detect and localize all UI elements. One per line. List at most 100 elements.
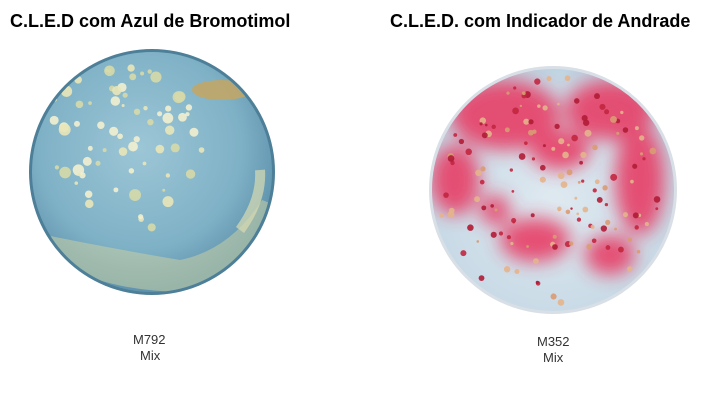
colony bbox=[491, 124, 496, 130]
colony bbox=[162, 196, 174, 208]
colony bbox=[518, 153, 526, 160]
colony bbox=[460, 250, 467, 257]
colony bbox=[524, 141, 528, 146]
colony bbox=[481, 205, 487, 211]
colony bbox=[143, 105, 148, 111]
colony bbox=[59, 166, 71, 179]
colony bbox=[490, 231, 497, 238]
colony bbox=[155, 144, 165, 154]
colony bbox=[644, 222, 649, 227]
colony bbox=[530, 213, 535, 218]
colony bbox=[551, 146, 556, 151]
colony bbox=[599, 103, 606, 110]
sample-label: Mix bbox=[543, 350, 564, 365]
colony bbox=[165, 173, 171, 178]
colony bbox=[95, 160, 101, 166]
colony bbox=[104, 65, 115, 77]
colony bbox=[604, 109, 610, 115]
colony bbox=[618, 246, 624, 253]
colony bbox=[512, 107, 519, 115]
colony bbox=[480, 166, 486, 172]
colony bbox=[630, 179, 634, 184]
colony bbox=[534, 78, 541, 85]
colony bbox=[528, 119, 534, 125]
colony bbox=[519, 104, 523, 108]
sample-code: M352 bbox=[537, 334, 570, 349]
colony bbox=[567, 143, 570, 147]
colony bbox=[481, 132, 488, 139]
colony bbox=[649, 147, 657, 155]
colony bbox=[592, 188, 597, 193]
colony bbox=[138, 214, 144, 220]
colony bbox=[581, 115, 588, 122]
colony bbox=[566, 169, 573, 176]
colony bbox=[479, 122, 483, 126]
colony bbox=[554, 123, 560, 130]
colony bbox=[642, 157, 646, 161]
sample-code: M792 bbox=[133, 332, 166, 347]
colony bbox=[129, 189, 141, 201]
colony bbox=[636, 249, 641, 254]
colony bbox=[129, 73, 137, 81]
colony bbox=[512, 221, 515, 224]
colony bbox=[198, 147, 205, 153]
colony bbox=[614, 227, 617, 231]
colony bbox=[447, 155, 455, 162]
colony bbox=[506, 91, 510, 95]
colony bbox=[570, 207, 573, 210]
colony bbox=[576, 212, 580, 216]
colony bbox=[632, 212, 639, 219]
colony bbox=[537, 104, 541, 108]
colony bbox=[453, 133, 458, 137]
colony bbox=[494, 208, 498, 212]
colony bbox=[653, 196, 661, 203]
colony bbox=[584, 129, 592, 137]
colony bbox=[513, 86, 517, 90]
colony bbox=[147, 223, 156, 232]
colony bbox=[627, 237, 633, 242]
colony bbox=[576, 217, 582, 222]
colony bbox=[558, 138, 565, 145]
colony bbox=[557, 172, 565, 180]
colony bbox=[77, 173, 81, 177]
colony bbox=[655, 207, 659, 211]
colony bbox=[465, 148, 472, 156]
colony bbox=[523, 118, 530, 125]
colony bbox=[510, 241, 514, 246]
colony bbox=[542, 144, 546, 148]
colony bbox=[557, 102, 560, 106]
colony bbox=[511, 190, 515, 193]
colony bbox=[467, 224, 474, 231]
colony bbox=[594, 179, 600, 185]
colony bbox=[594, 93, 600, 100]
colony bbox=[604, 202, 609, 207]
colony bbox=[147, 69, 152, 74]
colony bbox=[73, 120, 80, 127]
colony bbox=[498, 231, 504, 236]
colony bbox=[479, 179, 485, 185]
colony bbox=[117, 133, 123, 140]
colony bbox=[571, 134, 578, 142]
colony bbox=[532, 129, 537, 134]
colony bbox=[140, 71, 145, 76]
colony bbox=[88, 101, 92, 105]
colony bbox=[565, 209, 571, 215]
colony bbox=[128, 141, 138, 152]
colony bbox=[552, 244, 558, 250]
colony bbox=[632, 163, 638, 169]
colony bbox=[511, 217, 517, 224]
colony bbox=[504, 127, 510, 133]
colony bbox=[157, 111, 163, 117]
colony bbox=[128, 168, 135, 174]
colony bbox=[185, 169, 196, 179]
colony bbox=[582, 206, 589, 213]
colony bbox=[509, 168, 513, 172]
colony bbox=[557, 299, 565, 306]
colony bbox=[622, 212, 628, 218]
colony bbox=[490, 204, 494, 208]
colony bbox=[54, 165, 60, 170]
colony bbox=[458, 138, 465, 145]
colony bbox=[532, 258, 539, 265]
colony bbox=[562, 151, 569, 159]
colony bbox=[110, 96, 121, 106]
